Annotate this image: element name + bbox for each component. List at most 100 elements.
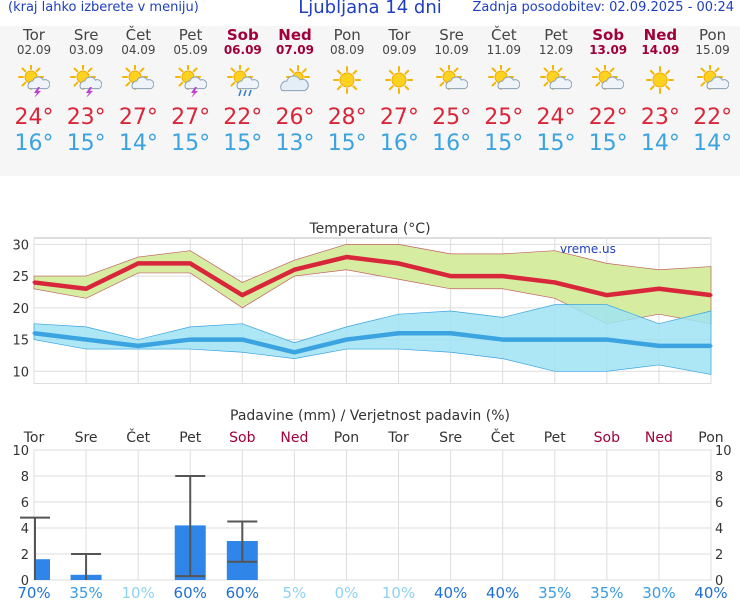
day-date: 11.09 [486, 43, 521, 57]
max-temperature-point [188, 261, 192, 265]
max-temperature-point [553, 280, 557, 284]
min-temperature-point [449, 331, 453, 335]
day-column: Ned 07.09 26° 13° [269, 26, 321, 157]
cloud-shape [27, 76, 50, 90]
x-category-label: Sre [75, 430, 98, 446]
min-temperature-point [292, 350, 296, 354]
cloud-shape [236, 76, 259, 90]
sun-cloud-icon [696, 65, 729, 90]
lightning-shape [86, 87, 94, 97]
cloud-shape [184, 76, 207, 90]
max-temperature-point [136, 261, 140, 265]
x-category-label: Sre [439, 430, 462, 446]
day-date: 09.09 [382, 43, 417, 57]
day-date: 03.09 [69, 43, 104, 57]
y-tick-label-right: 4 [715, 522, 723, 537]
cloud-shape [601, 76, 625, 90]
x-category-label: Sob [229, 430, 255, 446]
day-name: Sre [73, 26, 99, 44]
precipitation-probability-label: 60% [174, 584, 207, 600]
forecast-days-strip: Tor 02.09 24° 16° Sre 03.09 23° 15° Čet 04.09 27° 1… [0, 26, 740, 176]
day-column: Pon 08.09 28° 15° [321, 26, 373, 157]
max-temperature: 27° [379, 105, 419, 130]
y-tick-label-right: 10 [715, 444, 732, 459]
day-column: Ned 14.09 23° 14° [634, 26, 686, 157]
sun-cloud-thunder-icon [174, 65, 207, 97]
max-temperature: 23° [66, 105, 106, 130]
max-temperature-point [292, 268, 296, 272]
day-date: 15.09 [695, 43, 730, 57]
max-temperature: 25° [484, 105, 524, 130]
watermark: vreme.us [560, 242, 616, 256]
min-temperature: 15° [588, 131, 628, 156]
day-name: Sob [226, 26, 259, 44]
min-temperature-point [136, 344, 140, 348]
raindrop-shape [248, 89, 252, 97]
max-temperature: 23° [640, 105, 680, 130]
max-temperature: 28° [327, 105, 367, 130]
day-date: 08.09 [330, 43, 365, 57]
day-column: Pet 05.09 27° 15° [165, 26, 217, 157]
x-category-label: Pon [334, 430, 359, 446]
max-temperature-point [84, 287, 88, 291]
max-temperature-point [240, 293, 244, 297]
sun-cloud-icon [592, 65, 625, 90]
x-category-label: Tor [387, 430, 409, 446]
lightning-shape [34, 87, 41, 97]
day-name: Pon [698, 26, 727, 44]
max-temperature: 27° [171, 105, 211, 130]
min-temperature-band [33, 304, 712, 375]
precipitation-probability-label: 35% [590, 584, 623, 600]
cloud-shape [445, 76, 468, 90]
min-temperature: 16° [14, 131, 54, 156]
day-column: Tor 02.09 24° 16° [8, 26, 60, 157]
day-column: Pon 15.09 22° 14° [687, 26, 739, 157]
precipitation-probability-label: 10% [121, 584, 154, 600]
y-tick-label-left: 6 [21, 496, 29, 511]
day-name: Tor [388, 26, 411, 44]
sun-cloud-icon [487, 65, 520, 90]
max-temperature-point [32, 280, 36, 284]
sun-shape [385, 66, 414, 94]
max-temperature: 25° [432, 105, 472, 130]
max-temperature-point [605, 293, 609, 297]
cloud-shape [131, 76, 155, 90]
min-temperature: 15° [484, 131, 524, 156]
sun-cloud-icon [540, 65, 572, 90]
day-column: Čet 11.09 25° 15° [478, 26, 530, 157]
min-temperature-point [240, 338, 244, 342]
cloud-shape [549, 76, 572, 90]
x-category-label: Čet [126, 428, 150, 446]
day-name: Sre [439, 26, 464, 44]
day-date: 10.09 [434, 43, 469, 57]
sun-icon [385, 66, 414, 94]
min-temperature-point [553, 338, 557, 342]
day-date: 12.09 [538, 43, 574, 57]
precipitation-probability-label: 60% [226, 584, 259, 600]
y-tick-label-right: 0 [715, 574, 723, 589]
day-name: Čet [491, 26, 517, 44]
precipitation-probability-label: 35% [538, 584, 571, 600]
precipitation-probability-label: 35% [69, 584, 102, 600]
sun-cloud-thunder-icon [70, 65, 103, 97]
min-temperature-point [188, 338, 192, 342]
day-name: Čet [125, 26, 152, 44]
cloud-icon [280, 65, 310, 92]
max-temperature-point [449, 274, 453, 278]
y-tick-label: 15 [12, 334, 29, 349]
day-column: Sre 10.09 25° 16° [426, 26, 478, 157]
min-temperature: 15° [223, 131, 263, 156]
day-column: Čet 04.09 27° 14° [112, 26, 164, 157]
min-temperature: 16° [379, 131, 419, 156]
day-name: Pet [544, 26, 568, 44]
min-temperature: 15° [171, 131, 211, 156]
min-temperature-point [344, 338, 348, 342]
day-name: Ned [278, 26, 312, 44]
max-temperature: 22° [588, 105, 628, 130]
location-hint: (kraj lahko izberete v meniju) [8, 0, 199, 15]
y-tick-label-left: 2 [21, 548, 29, 563]
sun-shape [646, 66, 675, 94]
y-tick-label: 30 [12, 238, 29, 253]
day-name: Pet [178, 26, 203, 44]
y-tick-label-right: 8 [715, 470, 723, 485]
